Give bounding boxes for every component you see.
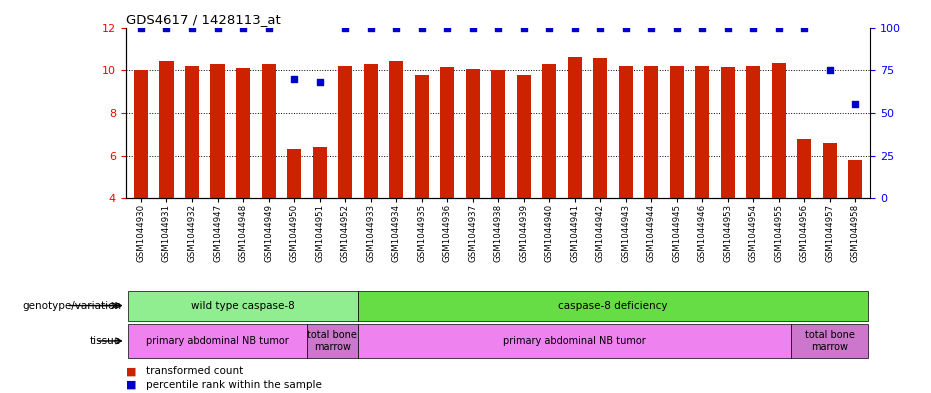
Point [797,24,812,31]
Bar [542,64,556,198]
Text: total bone
marrow: total bone marrow [307,330,358,352]
Point [184,24,199,31]
Bar [644,66,658,198]
Point [746,24,761,31]
Point [848,101,863,108]
Text: tissue: tissue [90,336,121,346]
Bar [358,290,868,321]
Bar [358,324,791,358]
Point [822,67,837,73]
Text: caspase-8 deficiency: caspase-8 deficiency [558,301,668,310]
Bar [466,69,479,198]
Point [669,24,684,31]
Bar [669,66,683,198]
Point [466,24,480,31]
Bar [363,64,378,198]
Point [516,24,531,31]
Bar [791,324,868,358]
Point [721,24,735,31]
Bar [236,68,250,198]
Text: percentile rank within the sample: percentile rank within the sample [146,380,322,390]
Point [261,24,276,31]
Bar [287,149,301,198]
Point [771,24,786,31]
Point [388,24,403,31]
Bar [128,324,307,358]
Bar [389,61,403,198]
Bar [313,147,327,198]
Bar [848,160,862,198]
Text: ■: ■ [126,380,136,390]
Point [567,24,582,31]
Bar [618,66,633,198]
Text: primary abdominal NB tumor: primary abdominal NB tumor [146,336,289,346]
Bar [746,66,761,198]
Bar [721,67,735,198]
Bar [185,66,199,198]
Bar [797,139,811,198]
Point [287,75,302,82]
Bar [772,63,786,198]
Point [695,24,709,31]
Bar [338,66,352,198]
Bar [440,67,454,198]
Point [414,24,429,31]
Bar [262,64,276,198]
Point [643,24,658,31]
Point [363,24,378,31]
Text: wild type caspase-8: wild type caspase-8 [191,301,295,310]
Bar [823,143,837,198]
Text: transformed count: transformed count [146,366,243,376]
Point [133,24,148,31]
Text: primary abdominal NB tumor: primary abdominal NB tumor [504,336,646,346]
Bar [568,57,582,198]
Text: total bone
marrow: total bone marrow [804,330,855,352]
Bar [159,61,173,198]
Point [618,24,633,31]
Point [439,24,454,31]
Point [338,24,353,31]
Point [210,24,225,31]
Bar [517,75,531,198]
Bar [307,324,358,358]
Text: genotype/variation: genotype/variation [22,301,121,310]
Bar [210,64,224,198]
Point [491,24,506,31]
Bar [414,75,428,198]
Point [593,24,608,31]
Point [312,79,327,85]
Bar [128,290,358,321]
Bar [593,59,607,198]
Bar [491,70,506,198]
Point [236,24,250,31]
Point [542,24,557,31]
Bar [695,66,709,198]
Text: GDS4617 / 1428113_at: GDS4617 / 1428113_at [126,13,280,26]
Bar [134,70,148,198]
Point [159,24,174,31]
Text: ■: ■ [126,366,136,376]
